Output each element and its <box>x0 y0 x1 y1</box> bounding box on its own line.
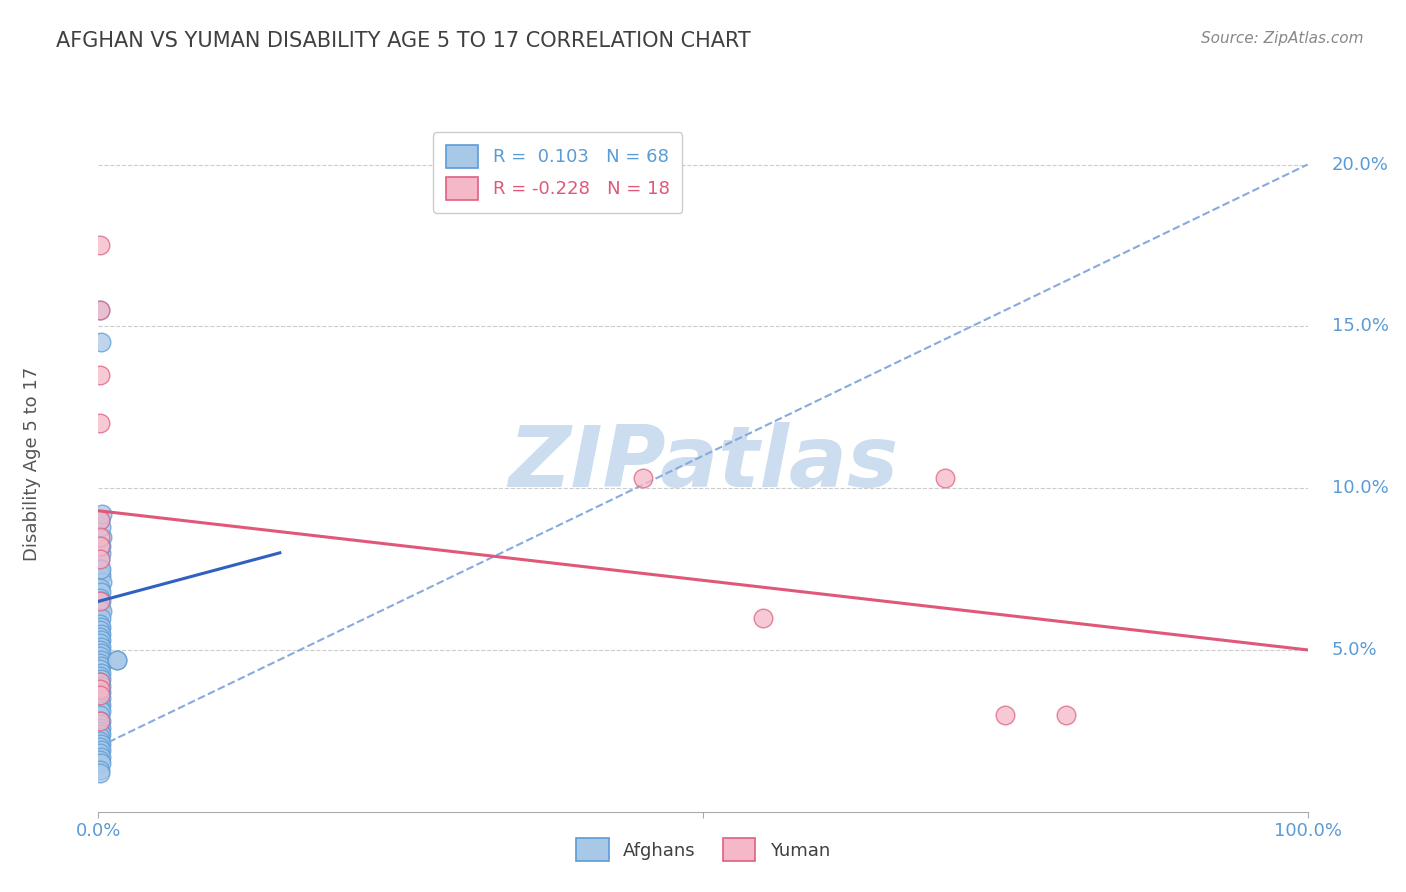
Text: 15.0%: 15.0% <box>1331 318 1389 335</box>
Point <box>89 714 111 728</box>
Point <box>90 691 112 706</box>
Text: ZIPatlas: ZIPatlas <box>508 422 898 506</box>
Point <box>89 530 111 544</box>
Point <box>91 507 114 521</box>
Point <box>89 763 111 777</box>
Point <box>89 600 111 615</box>
Point <box>90 584 112 599</box>
Point <box>90 659 112 673</box>
Point <box>90 737 112 751</box>
Point <box>89 591 111 606</box>
Point <box>90 646 112 660</box>
Point <box>89 747 111 761</box>
Point <box>90 540 112 554</box>
Point <box>934 471 956 485</box>
Point <box>89 617 111 632</box>
Text: AFGHAN VS YUMAN DISABILITY AGE 5 TO 17 CORRELATION CHART: AFGHAN VS YUMAN DISABILITY AGE 5 TO 17 C… <box>56 31 751 51</box>
Point <box>90 568 112 582</box>
Text: Source: ZipAtlas.com: Source: ZipAtlas.com <box>1201 31 1364 46</box>
Point <box>90 520 112 534</box>
Point <box>89 303 111 318</box>
Point <box>89 643 111 657</box>
Point <box>90 756 112 771</box>
Point <box>89 669 111 683</box>
Point <box>89 662 111 676</box>
Point <box>89 649 111 664</box>
Text: 20.0%: 20.0% <box>1331 155 1389 174</box>
Point <box>89 513 111 527</box>
Point <box>89 594 111 608</box>
Point <box>89 513 111 527</box>
Point <box>90 633 112 648</box>
Point <box>994 707 1017 722</box>
Point <box>89 765 111 780</box>
Point <box>89 552 111 566</box>
Point <box>90 335 112 350</box>
Point <box>89 636 111 650</box>
Point <box>89 707 111 722</box>
Point <box>89 717 111 731</box>
Point <box>89 733 111 747</box>
Point <box>90 714 112 728</box>
Point <box>90 679 112 693</box>
Point <box>89 303 111 318</box>
Point <box>89 656 111 670</box>
Point <box>89 688 111 702</box>
Point <box>90 743 112 757</box>
Point <box>90 721 112 735</box>
Point <box>91 530 114 544</box>
Point <box>90 727 112 741</box>
Point <box>89 731 111 745</box>
Point <box>89 552 111 566</box>
Point <box>105 652 128 666</box>
Point <box>89 695 111 709</box>
Point <box>631 471 654 485</box>
Point <box>89 688 111 702</box>
Point <box>90 562 112 576</box>
Point <box>89 675 111 690</box>
Point <box>89 630 111 644</box>
Point <box>89 624 111 638</box>
Point <box>90 610 112 624</box>
Point <box>89 723 111 738</box>
Point <box>105 652 128 666</box>
Point <box>90 749 112 764</box>
Point <box>89 417 111 431</box>
Point <box>89 582 111 596</box>
Point <box>90 705 112 719</box>
Point <box>90 640 112 654</box>
Point <box>1054 707 1077 722</box>
Point <box>89 753 111 767</box>
Point <box>752 610 775 624</box>
Point <box>90 626 112 640</box>
Point <box>89 701 111 715</box>
Point <box>90 665 112 680</box>
Legend: R =  0.103   N = 68, R = -0.228   N = 18: R = 0.103 N = 68, R = -0.228 N = 18 <box>433 132 682 212</box>
Point <box>90 672 112 686</box>
Text: Disability Age 5 to 17: Disability Age 5 to 17 <box>22 367 41 561</box>
Point <box>89 238 111 252</box>
Point <box>90 594 112 608</box>
Point <box>89 540 111 554</box>
Legend: Afghans, Yuman: Afghans, Yuman <box>564 826 842 874</box>
Point <box>90 685 112 699</box>
Point <box>90 698 112 712</box>
Point <box>89 368 111 382</box>
Point <box>89 739 111 754</box>
Point <box>91 604 114 618</box>
Point <box>90 546 112 560</box>
Point <box>89 513 111 527</box>
Point <box>89 681 111 696</box>
Text: 10.0%: 10.0% <box>1331 479 1389 497</box>
Text: 5.0%: 5.0% <box>1331 641 1378 659</box>
Point <box>89 675 111 690</box>
Point <box>91 574 114 589</box>
Point <box>90 652 112 666</box>
Point <box>90 620 112 634</box>
Point <box>89 681 111 696</box>
Point <box>89 562 111 576</box>
